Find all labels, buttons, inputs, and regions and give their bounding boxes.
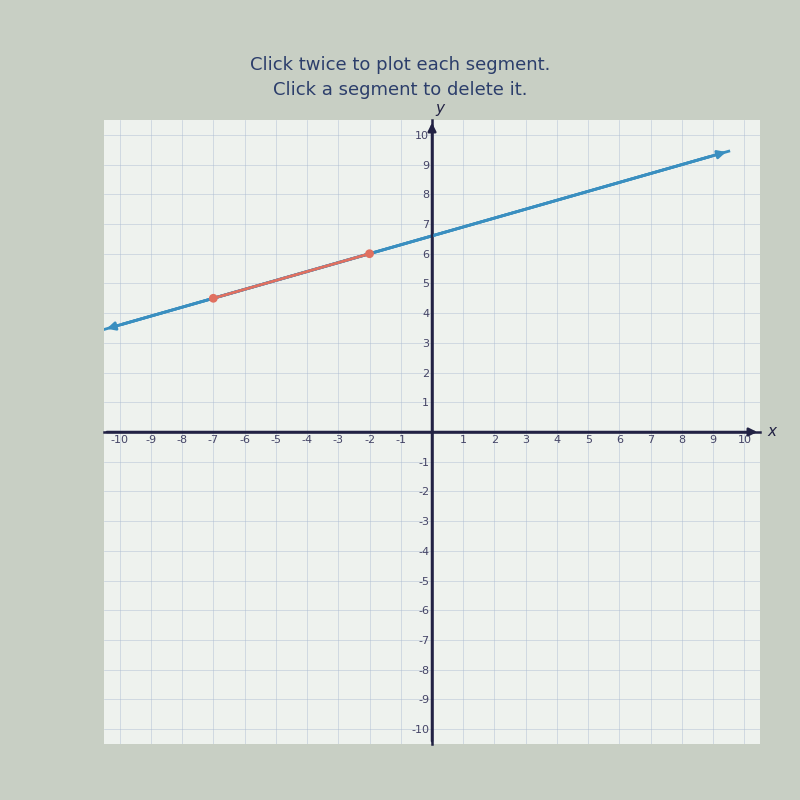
Text: x: x (768, 425, 777, 439)
Point (363, 247, 376, 260)
Point (207, 292, 220, 305)
Text: Click twice to plot each segment.
Click a segment to delete it.: Click twice to plot each segment. Click … (250, 56, 550, 99)
Text: y: y (435, 101, 444, 115)
